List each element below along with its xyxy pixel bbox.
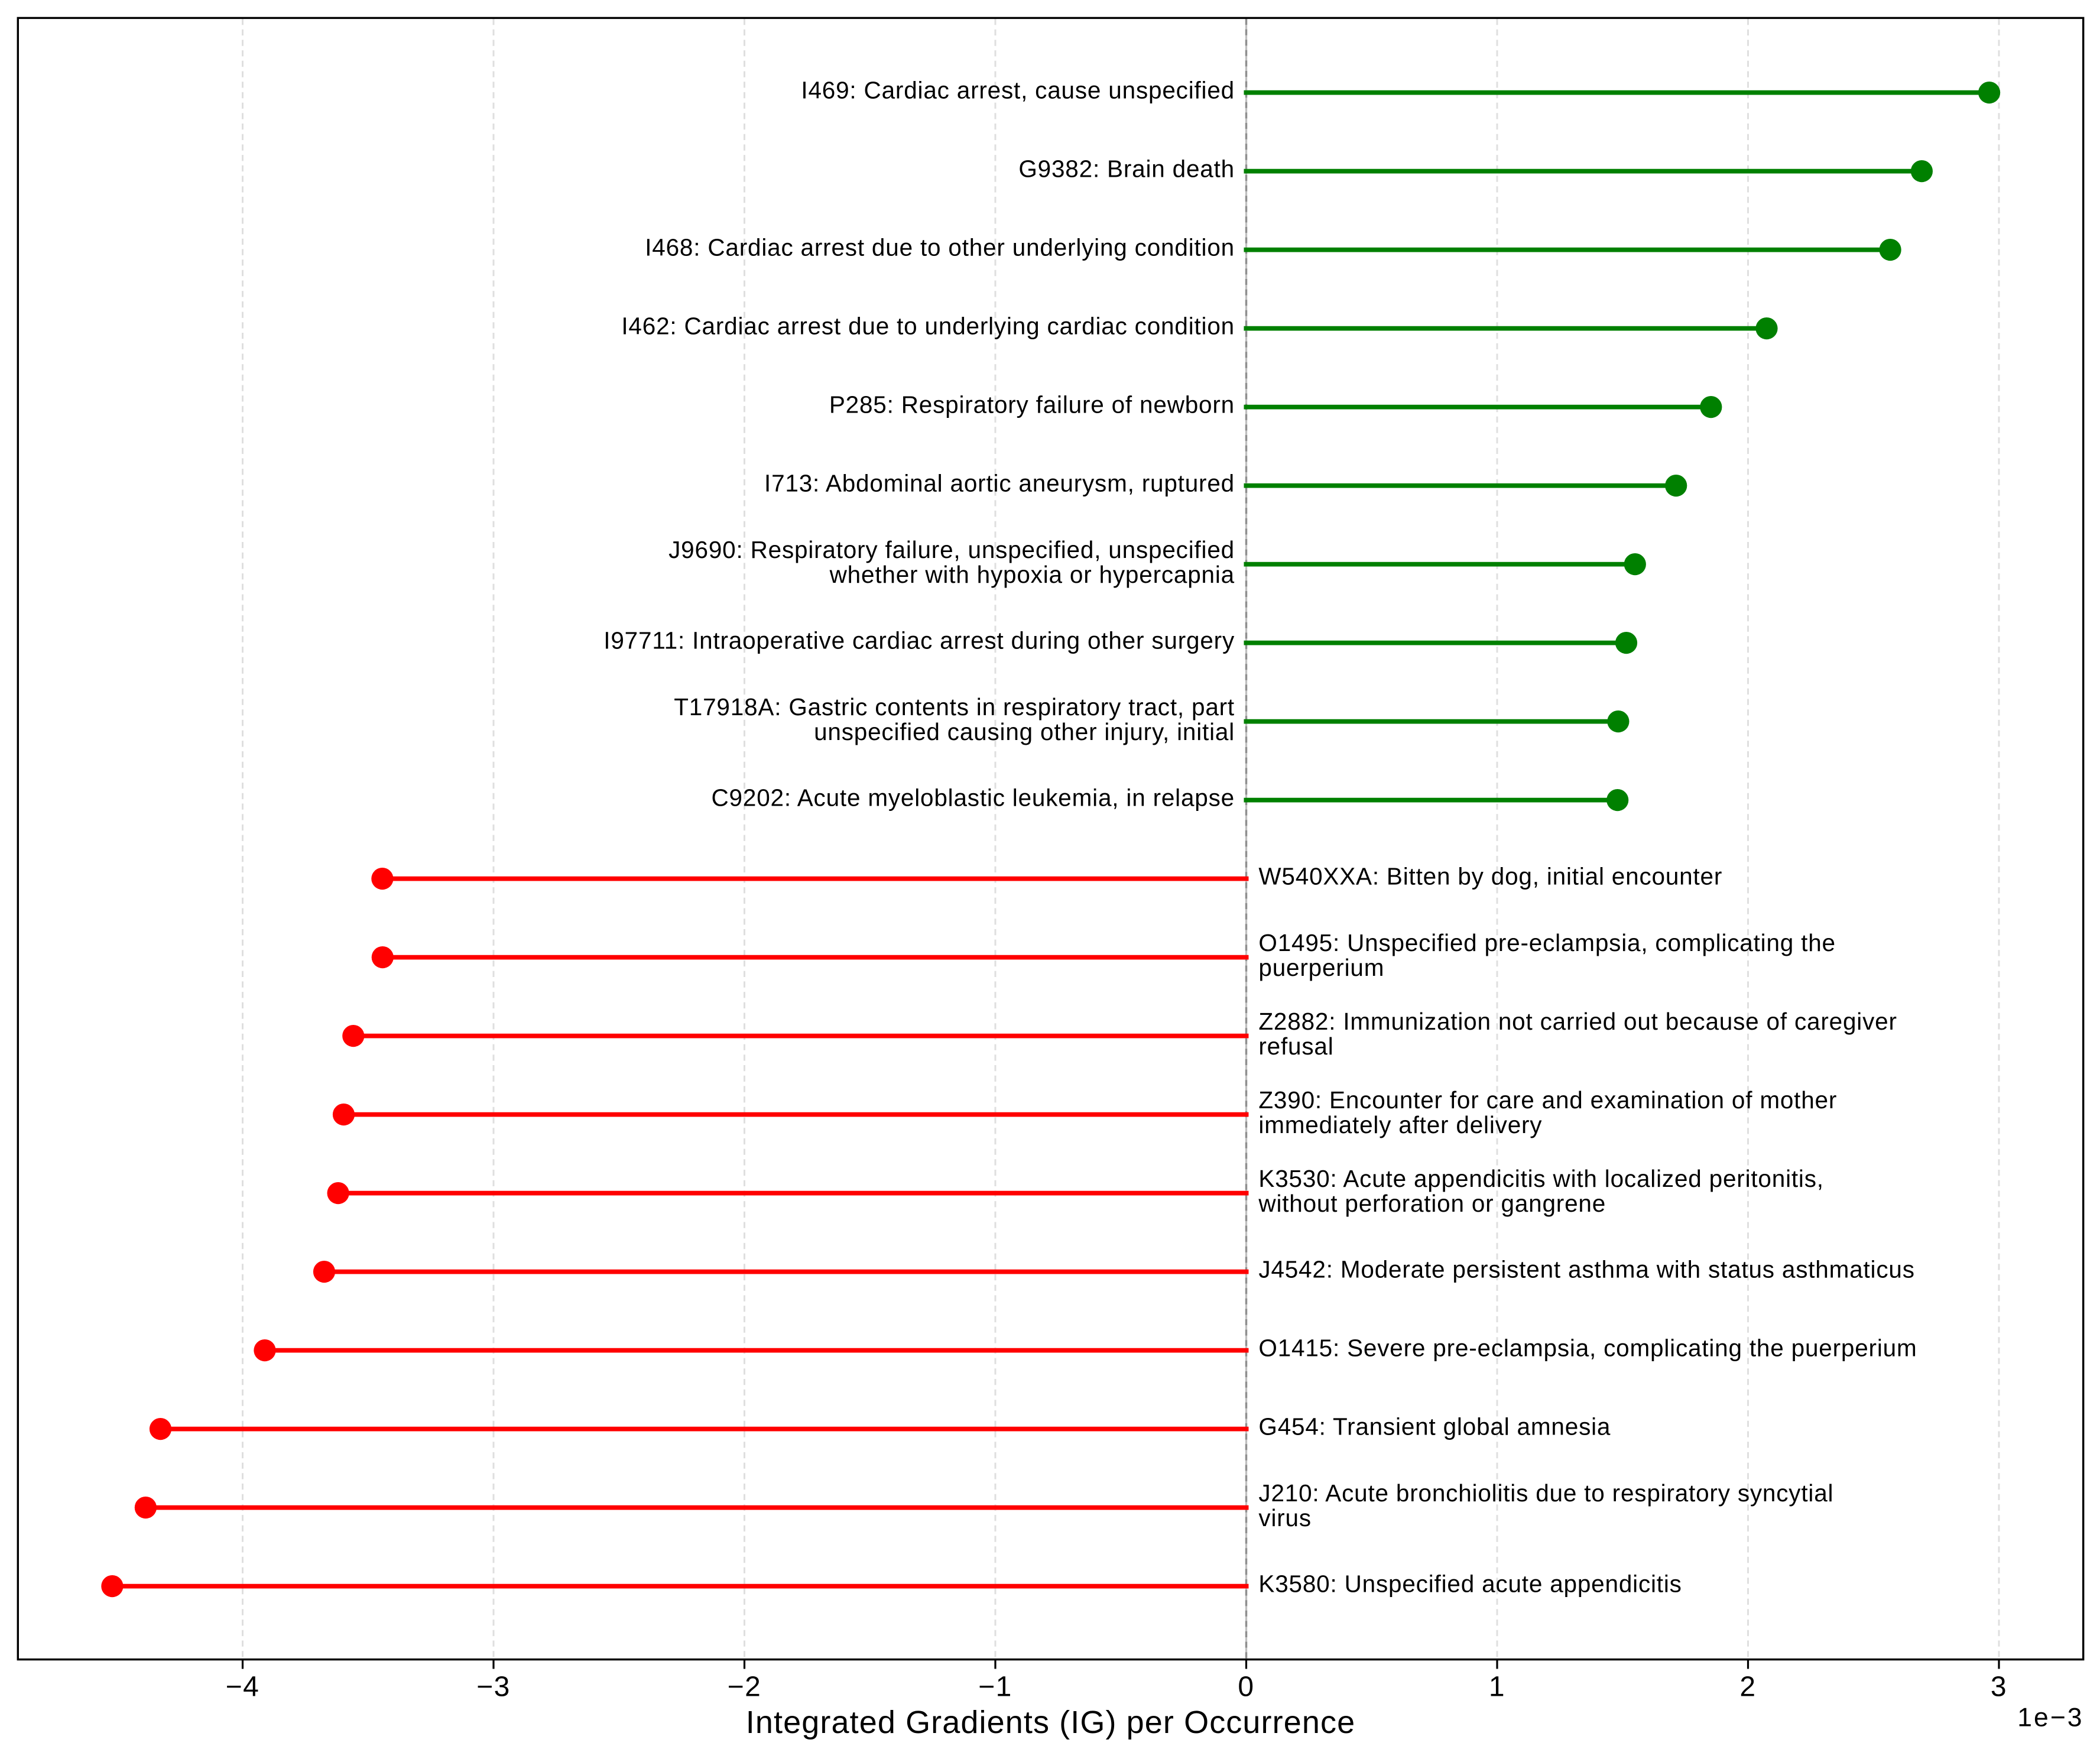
svg-text:J9690: Respiratory failure, un: J9690: Respiratory failure, unspecified,… bbox=[668, 536, 1235, 563]
svg-text:O1495: Unspecified pre-eclamps: O1495: Unspecified pre-eclampsia, compli… bbox=[1258, 929, 1835, 956]
svg-text:Integrated Gradients (IG) per: Integrated Gradients (IG) per Occurrence bbox=[746, 1705, 1355, 1740]
svg-text:I468: Cardiac arrest due to ot: I468: Cardiac arrest due to other underl… bbox=[645, 234, 1235, 261]
svg-text:K3580: Unspecified acute appen: K3580: Unspecified acute appendicitis bbox=[1258, 1570, 1682, 1598]
svg-text:J4542: Moderate persistent ast: J4542: Moderate persistent asthma with s… bbox=[1258, 1256, 1914, 1283]
svg-text:puerperium: puerperium bbox=[1258, 954, 1384, 981]
svg-text:−4: −4 bbox=[226, 1672, 260, 1703]
svg-text:2: 2 bbox=[1739, 1672, 1756, 1703]
svg-text:−3: −3 bbox=[476, 1672, 511, 1703]
svg-text:P285: Respiratory failure of n: P285: Respiratory failure of newborn bbox=[829, 391, 1235, 418]
svg-text:Z390: Encounter for care and e: Z390: Encounter for care and examination… bbox=[1258, 1086, 1837, 1114]
svg-text:J210: Acute bronchiolitis due: J210: Acute bronchiolitis due to respira… bbox=[1258, 1479, 1833, 1507]
svg-text:0: 0 bbox=[1238, 1672, 1254, 1703]
svg-text:O1415: Severe pre-eclampsia, c: O1415: Severe pre-eclampsia, complicatin… bbox=[1258, 1335, 1917, 1362]
svg-text:whether with hypoxia or hyperc: whether with hypoxia or hypercapnia bbox=[829, 561, 1235, 588]
svg-text:T17918A: Gastric contents in r: T17918A: Gastric contents in respiratory… bbox=[674, 693, 1235, 721]
svg-text:I713: Abdominal aortic aneurys: I713: Abdominal aortic aneurysm, rupture… bbox=[764, 470, 1235, 497]
svg-text:−1: −1 bbox=[978, 1672, 1012, 1703]
svg-text:immediately after delivery: immediately after delivery bbox=[1258, 1111, 1542, 1138]
svg-text:I462: Cardiac arrest due to un: I462: Cardiac arrest due to underlying c… bbox=[621, 313, 1235, 340]
svg-text:I469: Cardiac arrest, cause un: I469: Cardiac arrest, cause unspecified bbox=[801, 77, 1235, 104]
svg-text:1: 1 bbox=[1489, 1672, 1505, 1703]
svg-text:Z2882: Immunization not carrie: Z2882: Immunization not carried out beca… bbox=[1258, 1008, 1897, 1035]
svg-text:3: 3 bbox=[1991, 1672, 2007, 1703]
svg-text:G9382: Brain death: G9382: Brain death bbox=[1018, 155, 1235, 183]
svg-text:G454: Transient global amnesia: G454: Transient global amnesia bbox=[1258, 1413, 1611, 1440]
svg-text:without perforation or gangren: without perforation or gangrene bbox=[1258, 1190, 1606, 1217]
svg-text:W540XXA: Bitten by dog, initia: W540XXA: Bitten by dog, initial encounte… bbox=[1258, 863, 1722, 890]
svg-text:C9202: Acute myeloblastic leuk: C9202: Acute myeloblastic leukemia, in r… bbox=[712, 784, 1235, 812]
svg-text:I97711: Intraoperative cardiac: I97711: Intraoperative cardiac arrest du… bbox=[603, 627, 1235, 654]
svg-text:unspecified causing other inju: unspecified causing other injury, initia… bbox=[814, 718, 1235, 745]
svg-text:refusal: refusal bbox=[1258, 1033, 1333, 1060]
svg-text:1e−3: 1e−3 bbox=[2017, 1703, 2083, 1732]
svg-text:virus: virus bbox=[1258, 1504, 1312, 1531]
svg-text:K3530: Acute appendicitis with: K3530: Acute appendicitis with localized… bbox=[1258, 1165, 1823, 1192]
svg-text:−2: −2 bbox=[728, 1672, 762, 1703]
